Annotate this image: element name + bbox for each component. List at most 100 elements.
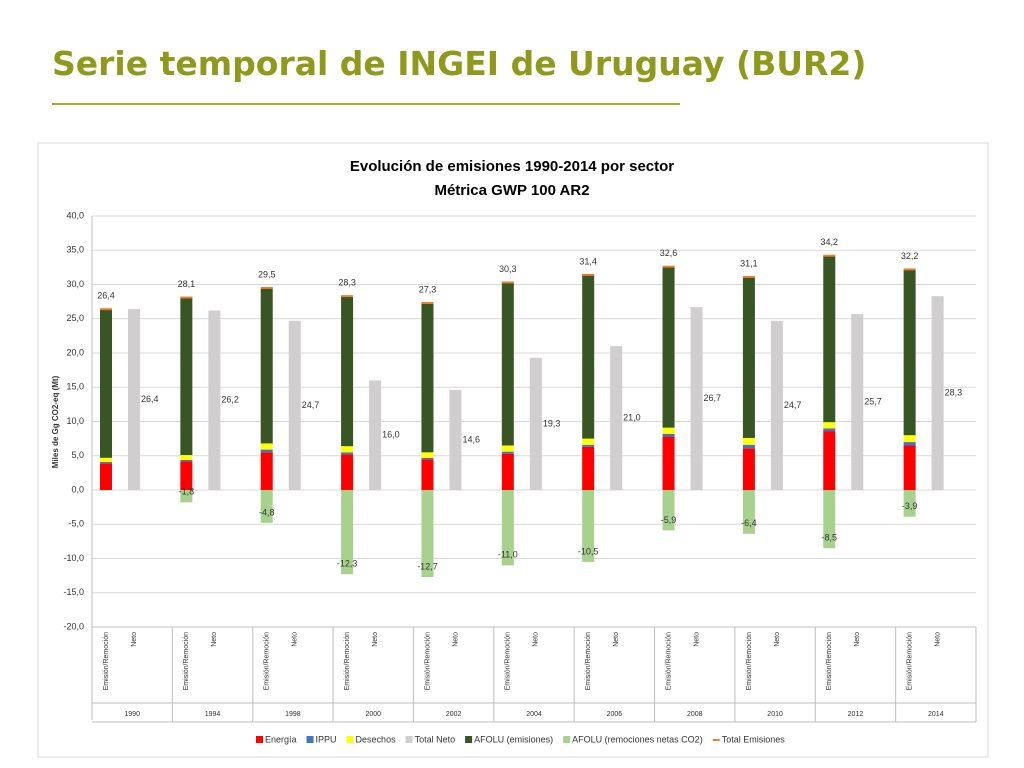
bar-segment <box>662 427 675 434</box>
legend-label: AFOLU (emisiones) <box>474 734 553 744</box>
bar-segment <box>742 437 755 445</box>
sub-label: Neto <box>774 632 781 647</box>
bar-segment <box>823 490 836 549</box>
year-label: 1990 <box>124 711 140 718</box>
bar-net <box>770 320 783 490</box>
bar-segment <box>662 433 675 437</box>
year-label: 2004 <box>526 711 542 718</box>
legend-label: Total Neto <box>415 734 456 744</box>
sub-label: Emisión/Remoción <box>344 632 351 690</box>
bar-segment <box>421 457 434 460</box>
data-label: -3,9 <box>902 501 918 511</box>
bar-segment <box>501 490 514 566</box>
sub-label: Emisión/Remoción <box>505 632 512 690</box>
bar-segment <box>260 287 273 444</box>
data-label: 24,7 <box>302 400 320 410</box>
data-label: -11,0 <box>498 550 518 560</box>
data-label: 31,4 <box>579 256 597 266</box>
bar-segment <box>180 490 193 503</box>
sub-label: Emisión/Remoción <box>103 632 110 690</box>
legend-swatch <box>465 736 473 743</box>
bar-segment <box>823 255 836 423</box>
sub-label: Neto <box>854 632 861 647</box>
bar-segment <box>662 266 675 428</box>
year-label: 1994 <box>205 711 221 718</box>
bar-segment <box>742 444 755 449</box>
data-label: -12,3 <box>337 559 358 569</box>
data-label: -4,8 <box>259 507 275 517</box>
sub-label: Neto <box>613 632 620 647</box>
data-label: 24,7 <box>784 400 802 410</box>
data-label: 32,6 <box>660 248 678 258</box>
y-tick-label: 35,0 <box>66 245 84 255</box>
bar-segment <box>501 282 514 446</box>
bar-segment <box>100 309 112 458</box>
y-tick-label: 30,0 <box>66 279 84 289</box>
data-label: 26,2 <box>221 395 239 405</box>
bar-segment <box>260 452 273 490</box>
slide-title: Serie temporal de INGEI de Uruguay (BUR2… <box>52 44 867 83</box>
bar-segment <box>501 453 514 490</box>
sub-label: Neto <box>292 632 299 647</box>
bar-segment <box>100 457 112 462</box>
sub-label: Emisión/Remoción <box>826 632 833 690</box>
bar-segment <box>662 436 675 490</box>
legend-swatch <box>563 736 571 743</box>
sub-label: Emisión/Remoción <box>746 632 753 690</box>
bar-segment <box>903 442 916 446</box>
data-label: 30,3 <box>499 264 517 274</box>
y-tick-label: 0,0 <box>71 484 84 494</box>
data-label: -1,8 <box>179 487 195 497</box>
sub-label: Neto <box>934 632 941 647</box>
bar-segment <box>501 451 514 454</box>
data-label: 26,7 <box>704 393 722 403</box>
sub-label: Emisión/Remoción <box>183 632 190 690</box>
legend-label: Energía <box>265 734 297 744</box>
bar-segment <box>742 448 755 490</box>
bar-segment <box>582 446 595 490</box>
data-label: 19,3 <box>543 418 561 428</box>
data-label: 28,1 <box>178 279 196 289</box>
data-label: 31,1 <box>740 258 758 268</box>
data-label: 14,6 <box>462 434 480 444</box>
bar-segment <box>582 490 595 562</box>
bar-segment <box>421 490 434 577</box>
data-label: -5,9 <box>661 515 677 525</box>
bar-net <box>288 320 301 490</box>
bar-segment <box>421 452 434 458</box>
sub-label: Emisión/Remoción <box>906 632 913 690</box>
bar-net <box>690 307 703 490</box>
year-label: 2000 <box>365 711 381 718</box>
bar-segment <box>582 444 595 447</box>
bar-segment <box>180 455 193 460</box>
bar-segment <box>582 274 595 439</box>
bar-net <box>369 380 382 490</box>
data-label: -12,7 <box>417 561 438 571</box>
data-label: 27,3 <box>419 284 437 294</box>
bar-segment <box>823 428 836 432</box>
data-label: 29,5 <box>258 269 276 279</box>
bar-segment <box>903 269 916 436</box>
bar-net <box>851 313 864 490</box>
bar-net <box>529 357 542 490</box>
bar-segment <box>662 490 675 531</box>
year-label: 2010 <box>767 711 783 718</box>
legend-label: Total Emisiones <box>722 734 786 744</box>
bar-segment <box>260 443 273 450</box>
data-label: 32,2 <box>901 251 919 261</box>
sub-label: Neto <box>211 632 218 647</box>
data-label: 21,0 <box>623 412 641 422</box>
chart-title: Evolución de emisiones 1990-2014 por sec… <box>350 158 674 175</box>
y-tick-label: -10,0 <box>63 553 84 563</box>
y-tick-label: 40,0 <box>66 210 84 220</box>
sub-label: Emisión/Remoción <box>264 632 271 690</box>
sub-label: Neto <box>452 632 459 647</box>
bar-segment <box>260 449 273 453</box>
legend-swatch <box>306 736 314 743</box>
y-tick-label: -5,0 <box>68 519 84 529</box>
y-axis-label: Miles de Gg CO2-eq (Mt) <box>51 375 60 468</box>
data-label: 26,4 <box>141 394 159 404</box>
sub-label: Emisión/Remoción <box>585 632 592 690</box>
y-tick-label: 10,0 <box>66 416 84 426</box>
